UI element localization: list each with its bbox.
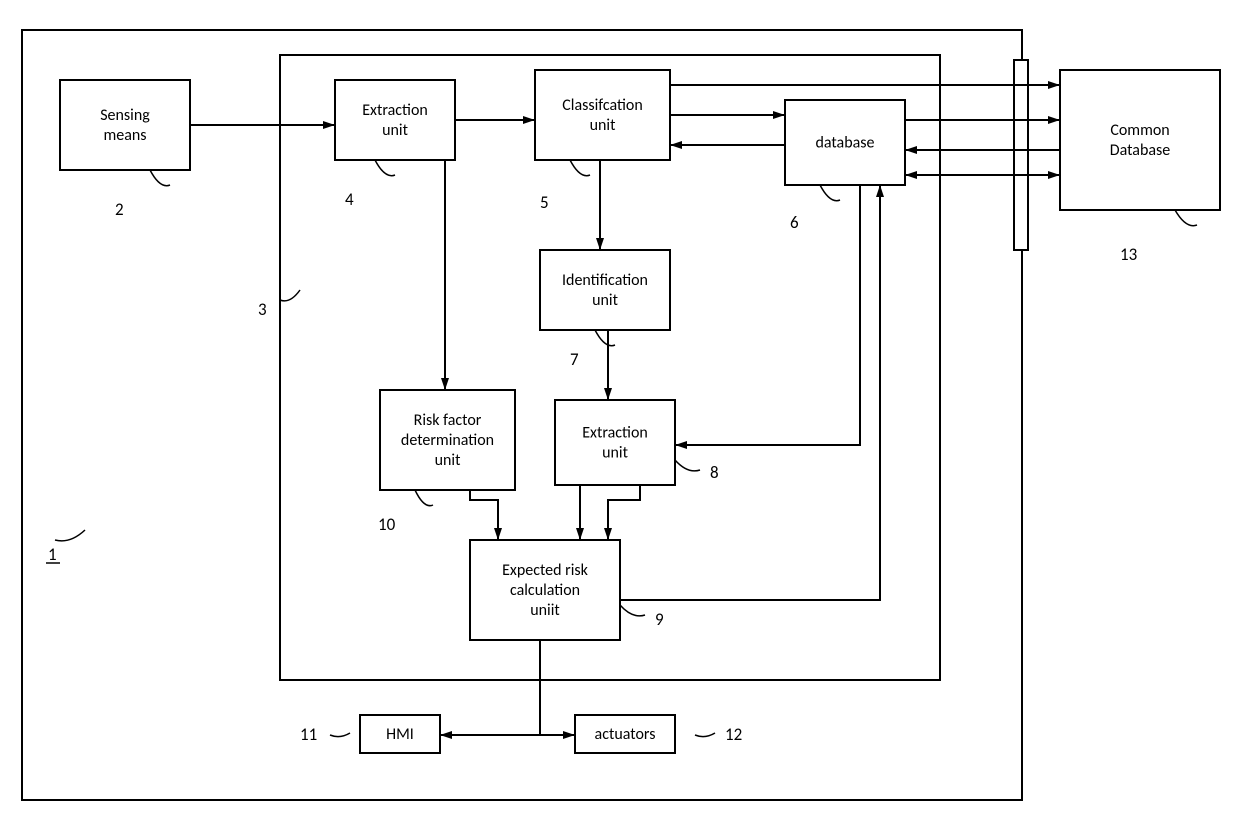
node-classify: Classifcationunit (535, 70, 670, 160)
label-riskfac-1: determination (401, 431, 494, 450)
label-sensing-1: means (103, 126, 146, 145)
num-outer: 1 (48, 544, 57, 565)
label-common-1: Database (1110, 141, 1171, 160)
num-inner: 3 (258, 299, 267, 320)
node-riskfac: Risk factordeterminationunit (380, 390, 515, 490)
edge-database-extract2 (675, 185, 860, 445)
label-common-0: Common (1110, 121, 1169, 140)
node-hmi: HMI (360, 715, 440, 753)
edge-extract2-exprisk-right (608, 485, 640, 540)
label-riskfac-0: Risk factor (414, 411, 482, 430)
label-riskfac-2: unit (435, 451, 461, 470)
node-sensing: Sensingmeans (60, 80, 190, 170)
num-common: 13 (1120, 244, 1137, 265)
num-extract1: 4 (345, 189, 354, 210)
node-database: database (785, 100, 905, 185)
node-ident: Identificationunit (540, 250, 670, 330)
num-riskfac: 10 (378, 514, 396, 535)
node-exprisk: Expected riskcalculationuniit (470, 540, 620, 640)
num-ident: 7 (570, 349, 579, 370)
node-common: CommonDatabase (1060, 70, 1220, 210)
label-ident-1: unit (592, 291, 618, 310)
label-database-0: database (815, 134, 874, 153)
label-exprisk-0: Expected risk (502, 561, 589, 580)
num-exprisk: 9 (655, 609, 664, 630)
label-hmi-0: HMI (386, 725, 414, 744)
num-hmi: 11 (300, 724, 317, 745)
node-extract1: Extractionunit (335, 80, 455, 160)
label-exprisk-2: uniit (530, 601, 560, 620)
label-extract1-1: unit (382, 121, 408, 140)
label-actuators-0: actuators (595, 725, 656, 744)
bus-bar (1014, 60, 1028, 250)
label-extract2-0: Extraction (582, 424, 648, 443)
node-actuators: actuators (575, 715, 675, 753)
label-extract2-1: unit (602, 444, 628, 463)
label-exprisk-1: calculation (510, 581, 580, 600)
label-extract1-0: Extraction (362, 101, 428, 120)
num-extract2: 8 (710, 462, 719, 483)
num-sensing: 2 (115, 199, 124, 220)
node-extract2: Extractionunit (555, 400, 675, 485)
num-database: 6 (790, 212, 799, 233)
label-sensing-0: Sensing (100, 106, 150, 125)
num-classify: 5 (540, 192, 549, 213)
label-classify-0: Classifcation (562, 96, 643, 115)
edge-riskfac-exprisk (470, 490, 498, 540)
label-ident-0: Identification (562, 271, 648, 290)
edge-exprisk-database (620, 185, 880, 600)
label-classify-1: unit (590, 116, 616, 135)
num-actuators: 12 (725, 724, 742, 745)
